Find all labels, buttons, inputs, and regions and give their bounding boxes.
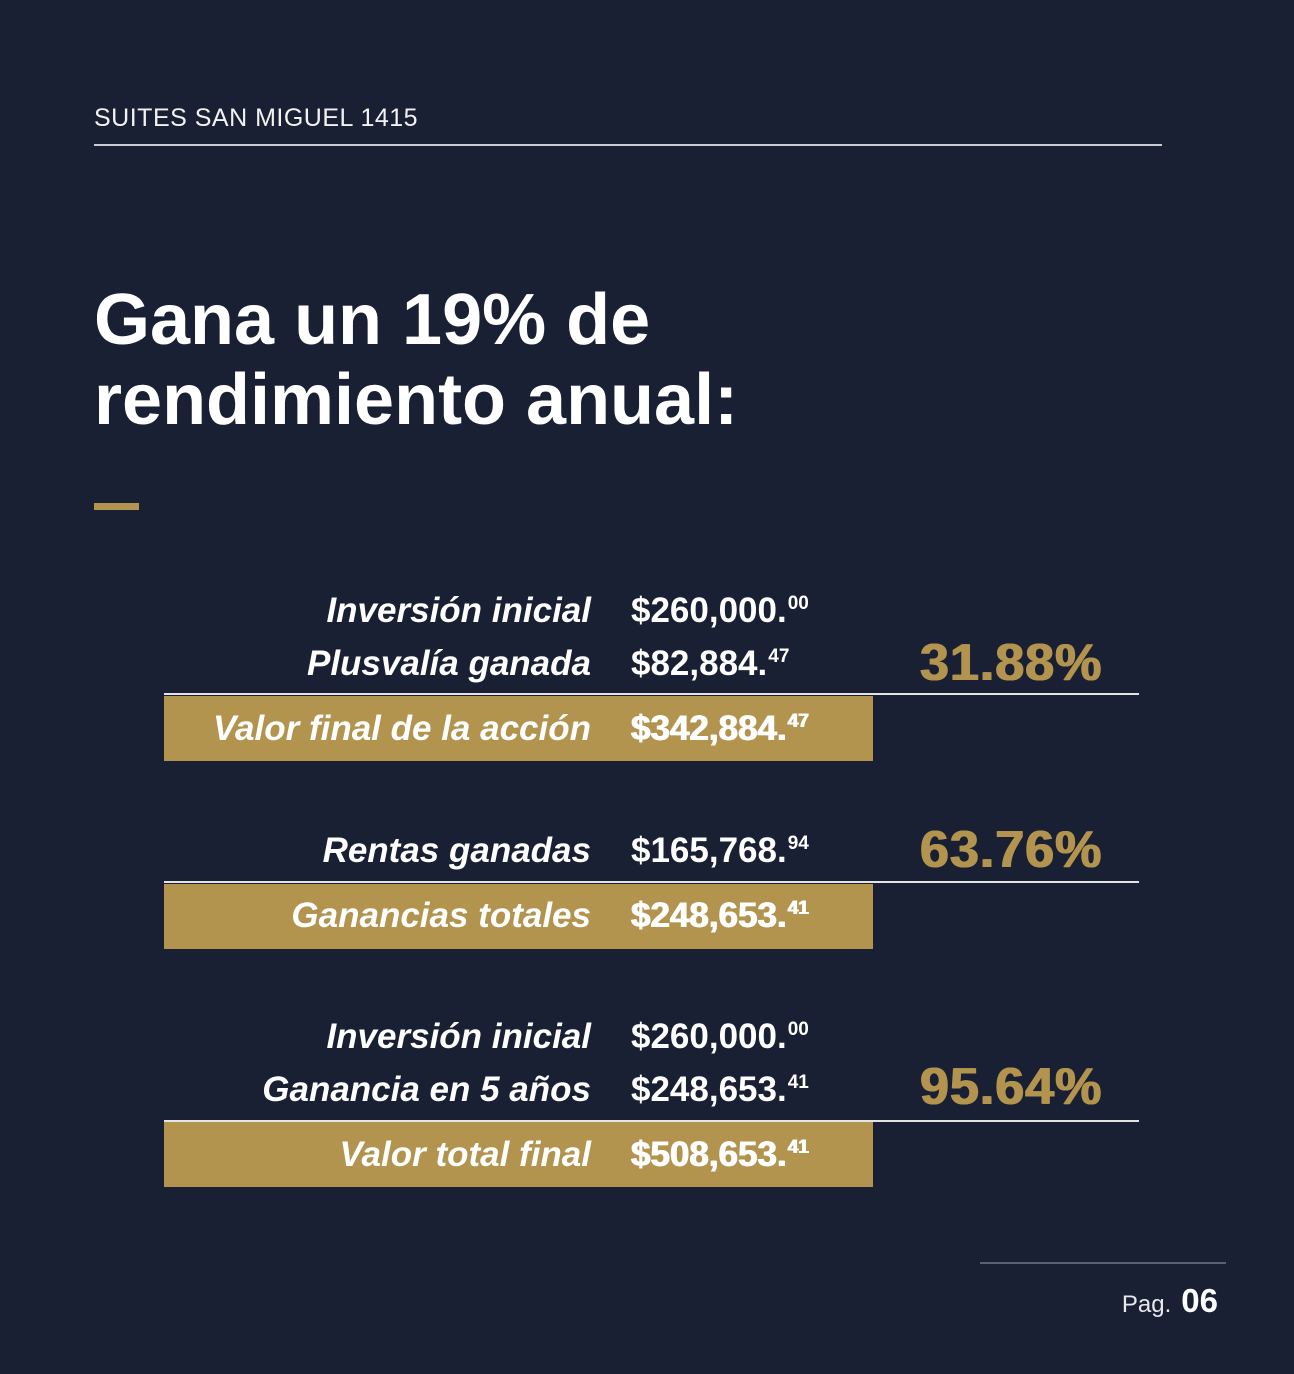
total-highlight-bar: [164, 696, 873, 761]
page-title-line-1: Gana un 19% de: [94, 280, 651, 360]
total-amount: $248,653.41: [631, 896, 809, 936]
page-title-line-2: rendimiento anual:: [94, 360, 739, 440]
page-title: Gana un 19% de rendimiento anual:: [94, 280, 738, 440]
page-number: Pag. 06: [1122, 1282, 1218, 1320]
row-label: Inversión inicial: [326, 591, 591, 630]
page-number-label: Pag.: [1121, 1291, 1172, 1318]
amount-cents: 41: [787, 898, 809, 919]
percentage-badge: 31.88%: [920, 634, 1103, 692]
page-number-value: 06: [1181, 1282, 1218, 1319]
amount-main: $342,884.: [631, 709, 787, 748]
amount-cents: 41: [787, 1137, 809, 1158]
amount-main: $248,653.: [631, 1070, 787, 1109]
document-header-title: SUITES SAN MIGUEL 1415: [94, 104, 419, 132]
section-divider: [164, 1120, 1139, 1122]
row-label: Rentas ganadas: [322, 831, 591, 870]
row-label: Inversión inicial: [326, 1017, 591, 1056]
total-highlight-bar: [164, 884, 873, 949]
total-highlight-bar: [164, 1122, 873, 1187]
amount-main: $260,000.: [631, 1017, 787, 1056]
total-label: Valor total final: [339, 1135, 591, 1174]
percentage-badge: 95.64%: [920, 1058, 1103, 1116]
row-label: Plusvalía ganada: [306, 644, 591, 683]
row-amount: $165,768.94: [631, 831, 809, 871]
amount-cents: 47: [787, 711, 809, 732]
total-label: Valor final de la acción: [213, 709, 591, 748]
row-amount: $260,000.00: [631, 1017, 809, 1057]
row-amount: $248,653.41: [631, 1070, 809, 1110]
total-label: Ganancias totales: [291, 896, 591, 935]
header-divider: [94, 144, 1162, 146]
amount-cents: 47: [768, 646, 790, 667]
total-amount: $508,653.41: [631, 1135, 809, 1175]
row-label: Ganancia en 5 años: [262, 1070, 591, 1109]
percentage-badge: 63.76%: [920, 821, 1103, 879]
amount-cents: 00: [787, 1019, 809, 1040]
section-divider: [164, 693, 1139, 695]
amount-main: $248,653.: [631, 896, 787, 935]
footer-divider: [980, 1262, 1226, 1264]
accent-dash: [94, 503, 139, 510]
row-amount: $260,000.00: [631, 591, 809, 631]
total-amount: $342,884.47: [631, 709, 809, 749]
amount-cents: 41: [787, 1072, 809, 1093]
amount-main: $82,884.: [631, 644, 768, 683]
amount-cents: 94: [787, 833, 809, 854]
section-divider: [164, 881, 1139, 883]
amount-cents: 00: [787, 593, 809, 614]
row-amount: $82,884.47: [631, 644, 789, 684]
amount-main: $260,000.: [631, 591, 787, 630]
amount-main: $508,653.: [631, 1135, 787, 1174]
amount-main: $165,768.: [631, 831, 787, 870]
